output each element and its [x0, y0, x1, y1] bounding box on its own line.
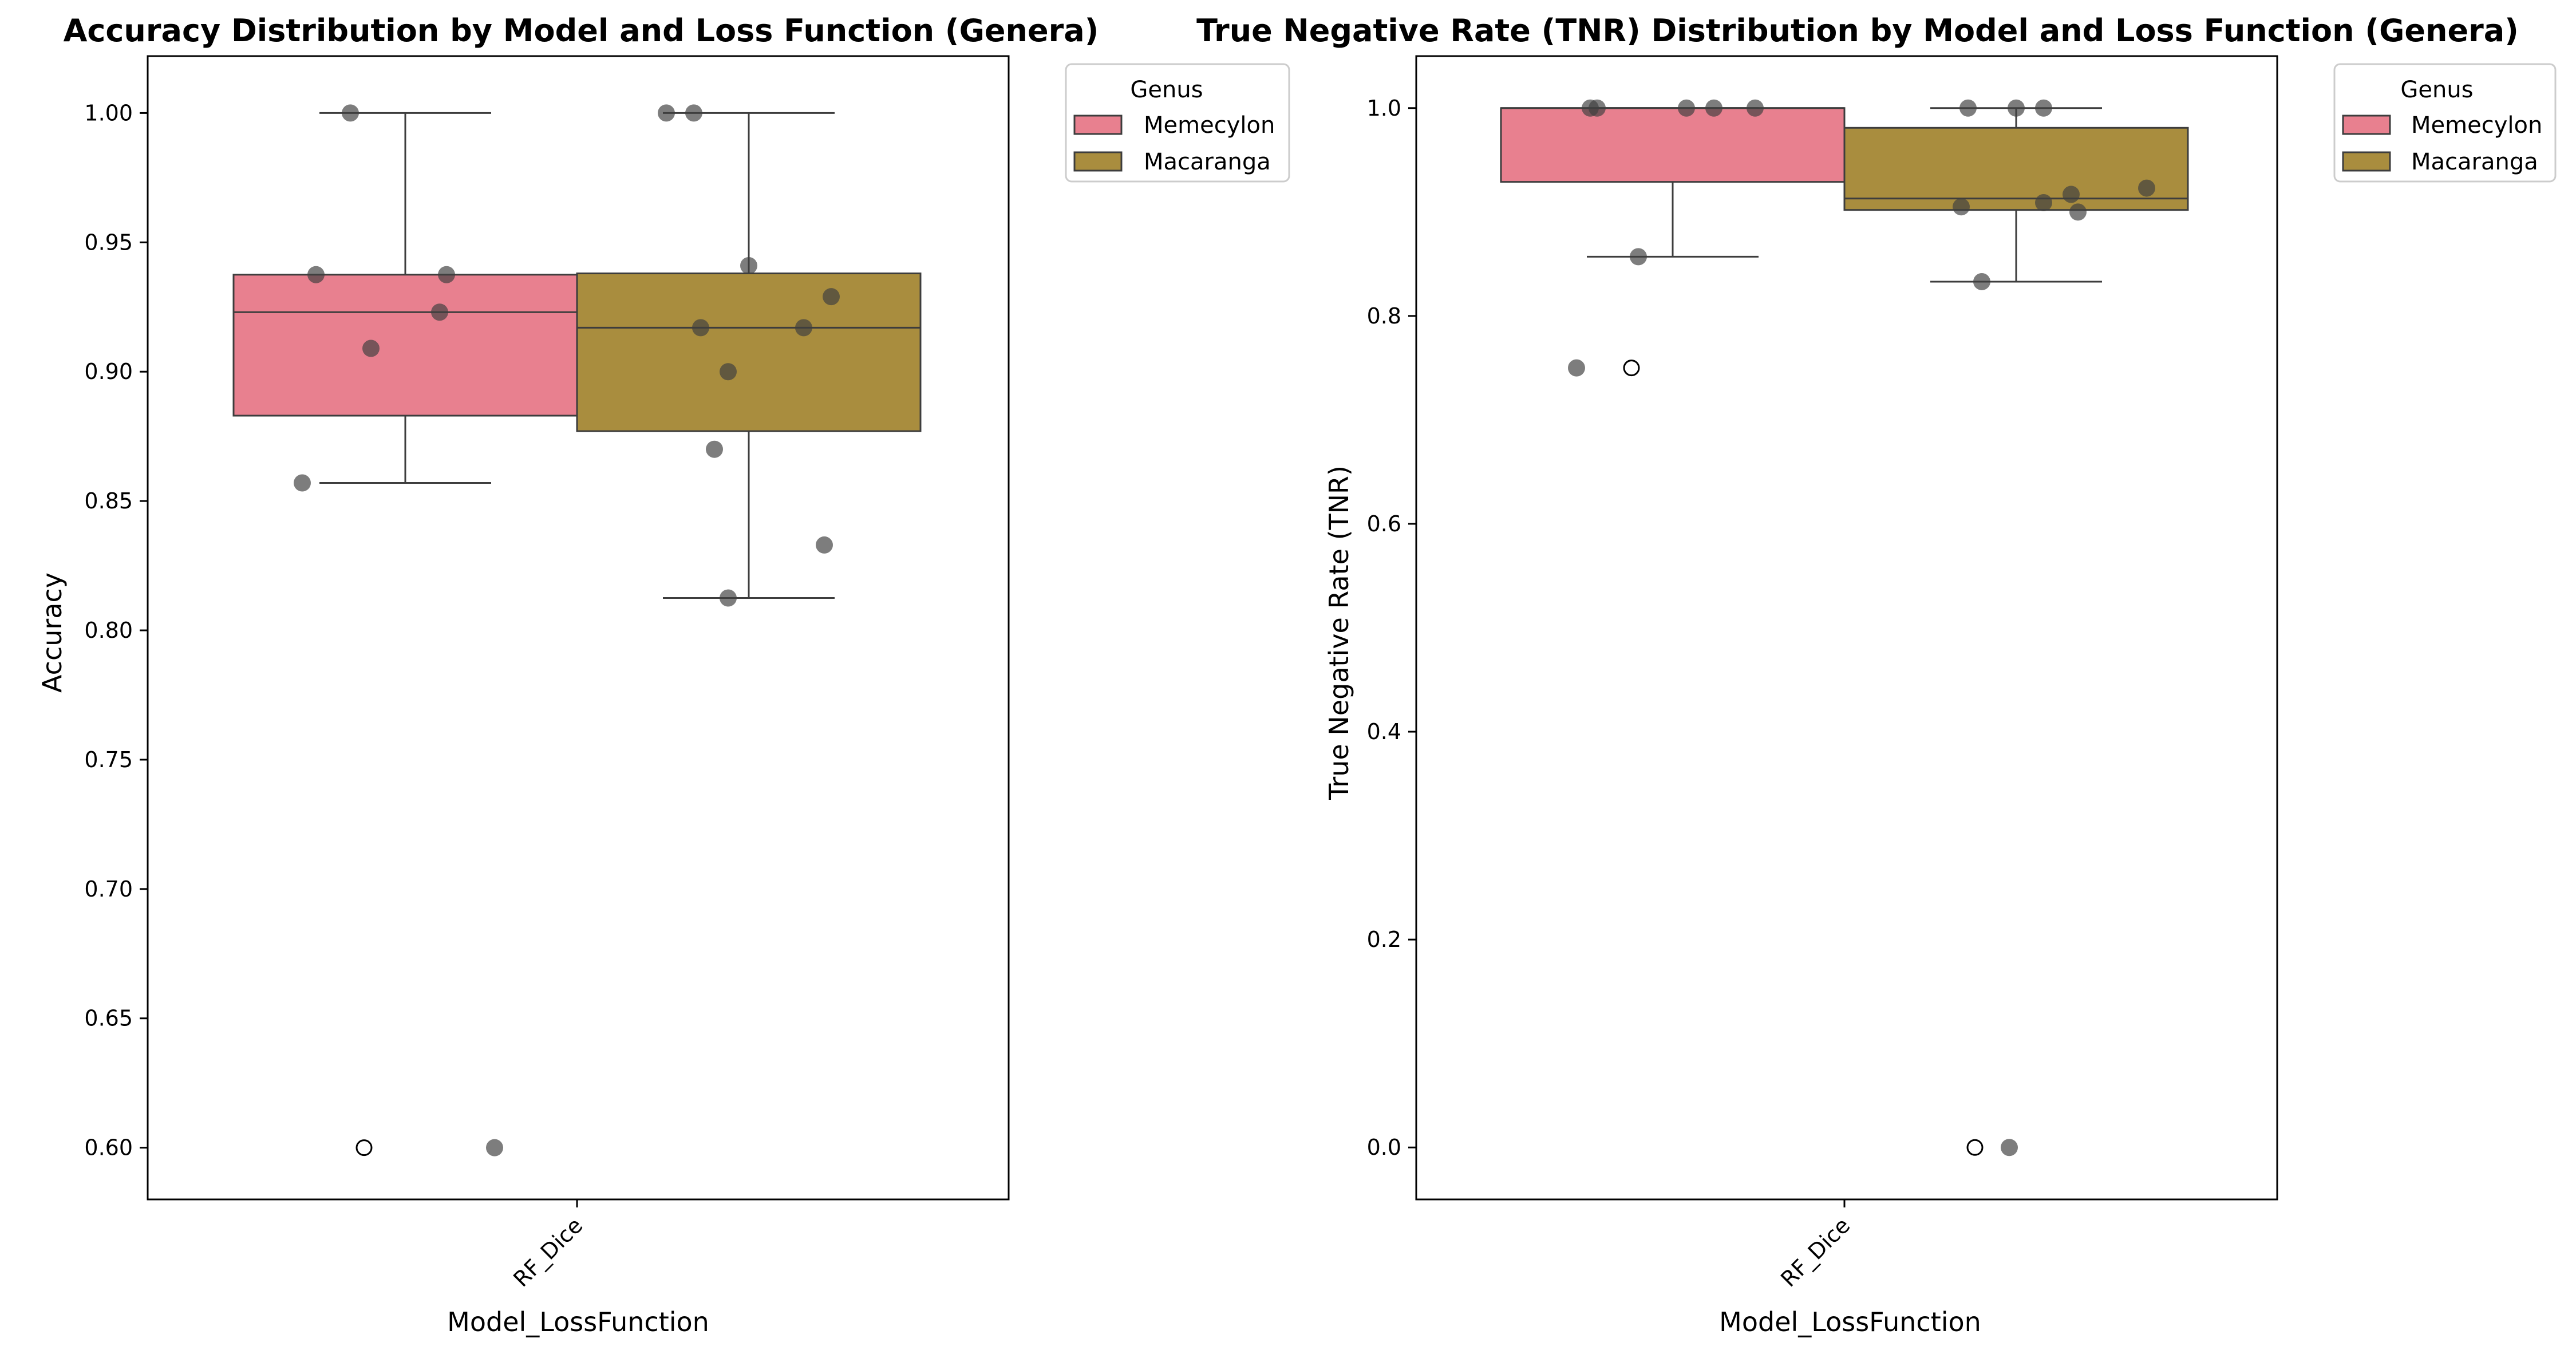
points-macaranga	[1953, 99, 2155, 1156]
legend	[1065, 63, 1290, 183]
y-tick-label-0-4: 0.4	[1367, 719, 1401, 744]
y-axis-label: True Negative Rate (TNR)	[1323, 465, 1354, 800]
y-tick-label-1-00: 1.00	[84, 100, 133, 125]
box-group-macaranga	[576, 112, 922, 599]
data-point-macaranga-1	[685, 104, 702, 122]
data-point-macaranga-9	[720, 589, 737, 607]
chart-title: Accuracy Distribution by Model and Loss …	[64, 13, 1099, 49]
plot-frame	[1415, 55, 2278, 1201]
data-point-macaranga-4	[692, 319, 709, 337]
data-point-macaranga-0	[658, 104, 675, 122]
data-point-memecylon-5	[294, 474, 311, 492]
data-point-memecylon-2	[1678, 99, 1695, 117]
points-memecylon	[294, 104, 503, 1156]
data-point-macaranga-2	[2035, 99, 2052, 117]
data-point-memecylon-6	[1568, 359, 1585, 377]
data-point-macaranga-7	[706, 440, 723, 458]
data-point-memecylon-4	[362, 340, 380, 357]
box-group-memecylon	[232, 112, 578, 1156]
data-point-macaranga-1	[2008, 99, 2025, 117]
y-tick-label-1-0: 1.0	[1367, 96, 1401, 121]
legend-label-macaranga: Macaranga	[1144, 149, 1271, 175]
legend-swatch-macaranga	[1073, 151, 1123, 172]
plot-frame	[147, 55, 1010, 1201]
legend-swatch-macaranga	[2342, 151, 2391, 172]
y-tick-label-0-6: 0.6	[1367, 511, 1401, 536]
y-tick-label-0-60: 0.60	[84, 1135, 133, 1160]
data-point-memecylon-1	[307, 266, 325, 283]
data-point-macaranga-6	[1953, 198, 1970, 216]
y-axis-label: Accuracy	[37, 573, 68, 693]
data-point-macaranga-7	[2069, 203, 2087, 221]
iqr-box-macaranga	[576, 273, 922, 432]
outlier-memecylon-0	[355, 1139, 373, 1156]
data-point-macaranga-3	[823, 288, 840, 306]
legend-swatch-memecylon	[2342, 115, 2391, 135]
data-point-macaranga-0	[1959, 99, 1977, 117]
data-point-macaranga-2	[740, 256, 757, 274]
outlier-memecylon-0	[1623, 360, 1640, 377]
box-group-macaranga	[1843, 107, 2189, 1156]
data-point-memecylon-1	[1589, 99, 1606, 117]
accuracy-panel: Accuracy Distribution by Model and Loss …	[37, 13, 1290, 1337]
y-tick-label-0-85: 0.85	[84, 488, 133, 514]
data-point-memecylon-2	[438, 266, 455, 283]
data-point-memecylon-6	[486, 1139, 503, 1156]
y-tick-label-0-90: 0.90	[84, 359, 133, 384]
legend-title: Genus	[1130, 77, 1203, 103]
points-macaranga	[658, 104, 840, 607]
y-tick-label-0-70: 0.70	[84, 877, 133, 902]
data-point-memecylon-5	[1630, 248, 1647, 266]
y-tick-label-0-0: 0.0	[1367, 1135, 1401, 1160]
box-group-memecylon	[1500, 107, 1846, 377]
outlier-macaranga-0	[1966, 1139, 1984, 1156]
iqr-box-macaranga	[1843, 127, 2189, 211]
data-point-macaranga-4	[2063, 185, 2080, 203]
x-axis-label: Model_LossFunction	[447, 1306, 709, 1337]
y-tick-label-0-95: 0.95	[84, 230, 133, 255]
iqr-box-memecylon	[232, 274, 578, 417]
legend-label-memecylon: Memecylon	[1144, 112, 1275, 139]
data-point-macaranga-3	[2138, 179, 2155, 197]
iqr-box-memecylon	[1500, 107, 1846, 183]
legend-label-macaranga: Macaranga	[2411, 149, 2538, 175]
legend-title: Genus	[2400, 77, 2473, 103]
chart-title: True Negative Rate (TNR) Distribution by…	[1196, 13, 2519, 49]
legend	[2333, 63, 2557, 183]
data-point-macaranga-9	[2001, 1139, 2018, 1156]
tnr-panel: True Negative Rate (TNR) Distribution by…	[1196, 13, 2557, 1337]
data-point-macaranga-8	[1973, 273, 1990, 290]
data-point-memecylon-3	[431, 303, 448, 321]
legend-swatch-memecylon	[1073, 115, 1123, 135]
data-point-macaranga-8	[816, 536, 833, 554]
data-point-macaranga-5	[2035, 194, 2052, 211]
y-tick-label-0-65: 0.65	[84, 1006, 133, 1031]
data-point-memecylon-0	[342, 104, 359, 122]
data-point-memecylon-3	[1705, 99, 1722, 117]
data-point-macaranga-5	[795, 319, 812, 337]
y-tick-label-0-75: 0.75	[84, 747, 133, 772]
data-point-macaranga-6	[720, 363, 737, 381]
x-axis-label: Model_LossFunction	[1719, 1306, 1981, 1337]
points-memecylon	[1568, 99, 1764, 377]
y-tick-label-0-2: 0.2	[1367, 927, 1401, 952]
y-tick-label-0-80: 0.80	[84, 618, 133, 643]
legend-label-memecylon: Memecylon	[2411, 112, 2542, 139]
data-point-memecylon-4	[1747, 99, 1764, 117]
y-tick-label-0-8: 0.8	[1367, 303, 1401, 329]
